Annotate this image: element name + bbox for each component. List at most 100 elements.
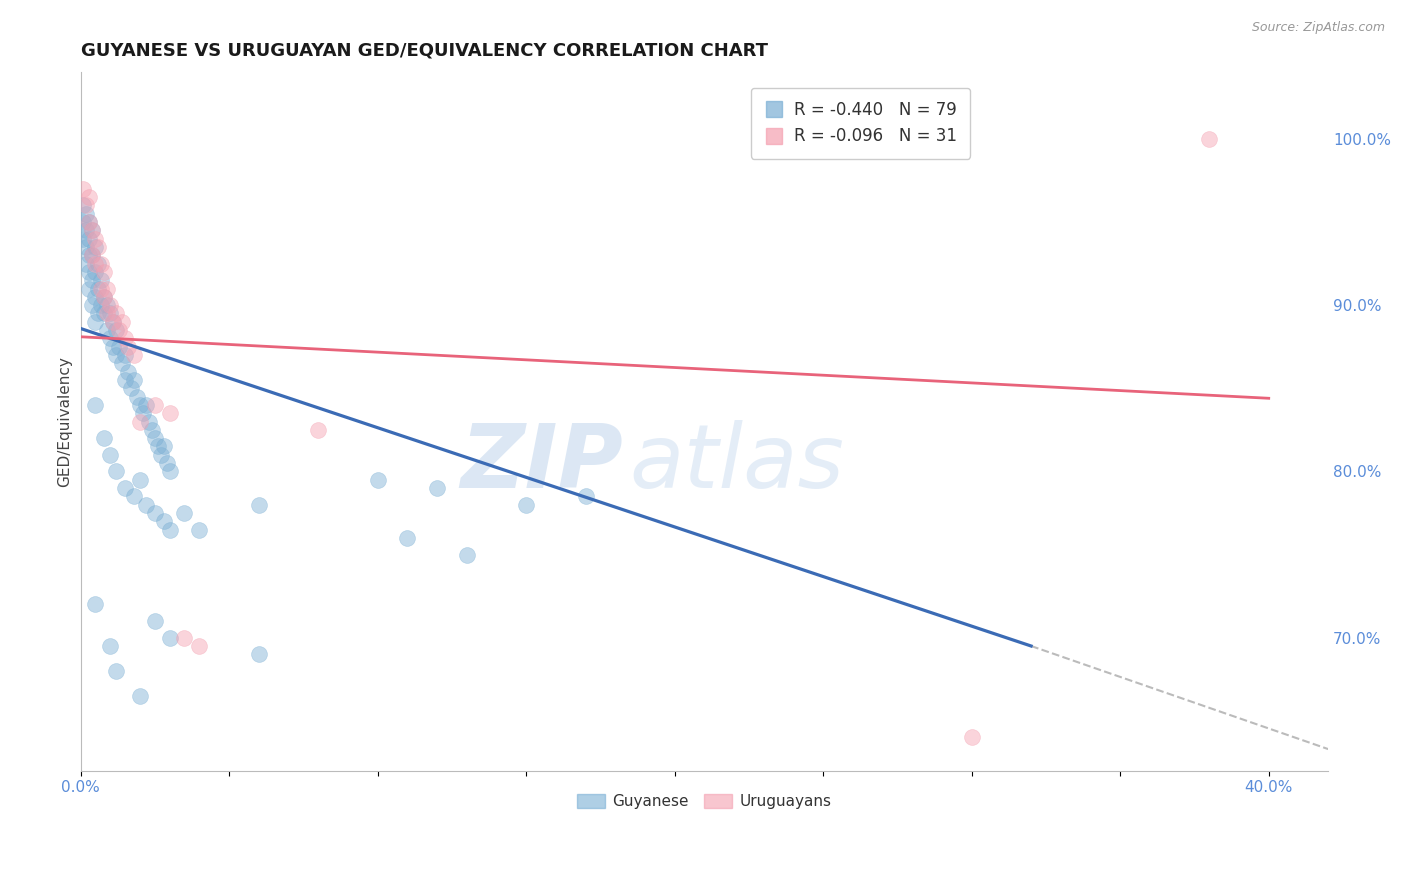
Point (82, 298, 104, 312)
Point (129, 415, 152, 429)
Point (132, 406, 155, 420)
Point (84, 257, 107, 271)
Point (307, 423, 329, 437)
Point (84, 290, 107, 304)
Point (84, 232, 107, 246)
Point (114, 481, 136, 495)
Point (143, 431, 166, 445)
Point (75, 240, 97, 254)
Legend: Guyanese, Uruguayans: Guyanese, Uruguayans (571, 788, 838, 815)
Point (75, 257, 97, 271)
Point (96, 281, 118, 295)
Point (93, 306, 115, 320)
Point (188, 639, 211, 653)
Point (114, 348, 136, 362)
Point (72, 182, 94, 196)
Point (247, 648, 270, 662)
Point (87, 240, 110, 254)
Text: Source: ZipAtlas.com: Source: ZipAtlas.com (1251, 21, 1385, 34)
Text: atlas: atlas (630, 420, 845, 507)
Point (114, 373, 136, 387)
Point (96, 306, 118, 320)
Point (90, 273, 112, 287)
Point (105, 348, 128, 362)
Point (960, 731, 983, 745)
Point (98, 298, 121, 312)
Point (129, 473, 152, 487)
Point (111, 356, 134, 370)
Point (82, 273, 104, 287)
Point (93, 431, 115, 445)
Point (515, 498, 537, 512)
Point (84, 315, 107, 329)
Point (117, 365, 139, 379)
Text: GUYANESE VS URUGUAYAN GED/EQUIVALENCY CORRELATION CHART: GUYANESE VS URUGUAYAN GED/EQUIVALENCY CO… (80, 42, 768, 60)
Point (98, 331, 121, 345)
Point (84, 240, 107, 254)
Point (159, 406, 181, 420)
Point (79, 215, 101, 229)
Point (75, 207, 97, 221)
Point (79, 190, 101, 204)
Point (93, 265, 115, 279)
Point (72, 198, 94, 212)
Point (79, 281, 101, 295)
Point (72, 232, 94, 246)
Point (138, 415, 160, 429)
Point (82, 223, 104, 237)
Point (367, 473, 389, 487)
Point (72, 215, 94, 229)
Point (82, 248, 104, 262)
Point (105, 323, 128, 337)
Point (152, 514, 174, 528)
Point (1198, 132, 1220, 146)
Point (247, 498, 270, 512)
Point (96, 323, 118, 337)
Point (141, 423, 163, 437)
Point (188, 523, 211, 537)
Point (122, 373, 145, 387)
Point (98, 639, 121, 653)
Point (96, 298, 118, 312)
Point (149, 448, 172, 462)
Point (173, 631, 195, 645)
Point (79, 232, 101, 246)
Text: ZIP: ZIP (461, 420, 623, 507)
Point (111, 315, 134, 329)
Point (105, 465, 128, 479)
Point (93, 290, 115, 304)
Point (98, 306, 121, 320)
Point (129, 398, 152, 412)
Point (108, 340, 131, 354)
Point (82, 248, 104, 262)
Point (135, 398, 157, 412)
Point (105, 306, 128, 320)
Point (120, 381, 142, 395)
Point (456, 548, 478, 562)
Point (90, 257, 112, 271)
Point (117, 340, 139, 354)
Point (122, 348, 145, 362)
Point (396, 531, 419, 545)
Point (98, 448, 121, 462)
Point (574, 489, 596, 503)
Point (75, 198, 97, 212)
Point (173, 506, 195, 520)
Point (159, 631, 181, 645)
Point (90, 281, 112, 295)
Point (143, 506, 166, 520)
Point (87, 281, 110, 295)
Point (426, 481, 449, 495)
Point (84, 398, 107, 412)
Point (125, 390, 148, 404)
Point (87, 306, 110, 320)
Point (143, 398, 166, 412)
Point (122, 489, 145, 503)
Point (146, 440, 169, 454)
Point (84, 265, 107, 279)
Point (84, 598, 107, 612)
Point (156, 456, 179, 470)
Point (103, 340, 125, 354)
Point (135, 498, 157, 512)
Point (105, 664, 128, 678)
